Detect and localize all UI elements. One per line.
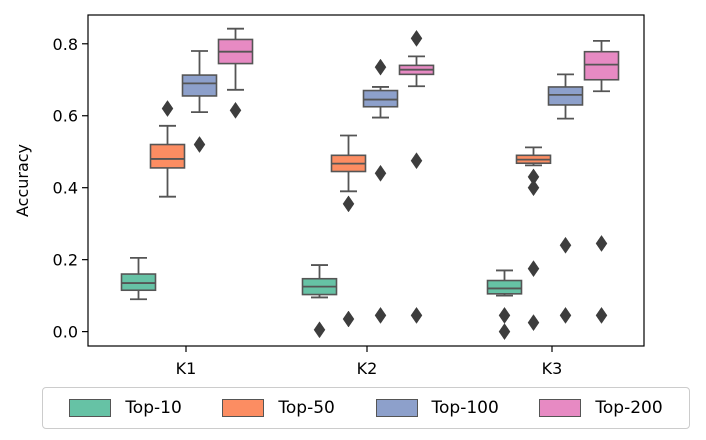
flier-top-10-k3-0 bbox=[498, 306, 511, 324]
legend-swatch bbox=[222, 399, 265, 417]
flier-top-200-k2-2 bbox=[410, 306, 423, 324]
legend-label: Top-200 bbox=[595, 398, 663, 418]
legend-swatch bbox=[539, 399, 582, 417]
legend-label: Top-50 bbox=[278, 398, 335, 418]
flier-top-50-k3-1 bbox=[527, 179, 540, 197]
box-top-10-k3 bbox=[486, 279, 523, 295]
y-tick-label: 0.6 bbox=[53, 107, 78, 126]
legend-item-top-100: Top-100 bbox=[375, 398, 499, 418]
flier-top-10-k2-0 bbox=[313, 321, 326, 339]
flier-top-50-k2-1 bbox=[342, 310, 355, 328]
flier-top-100-k3-1 bbox=[559, 306, 572, 324]
y-tick-label: 0.0 bbox=[53, 323, 78, 342]
flier-top-50-k2-0 bbox=[342, 195, 355, 213]
flier-top-100-k2-1 bbox=[374, 164, 387, 182]
flier-top-100-k2-0 bbox=[374, 58, 387, 76]
x-tick-label: K2 bbox=[357, 359, 378, 378]
flier-top-200-k3-1 bbox=[595, 306, 608, 324]
legend-label: Top-100 bbox=[431, 398, 499, 418]
flier-top-100-k1-0 bbox=[193, 136, 206, 153]
flier-top-50-k1-0 bbox=[161, 100, 174, 117]
flier-top-50-k3-3 bbox=[527, 314, 540, 332]
box-top-100-k1 bbox=[181, 74, 218, 97]
legend-label: Top-10 bbox=[125, 398, 182, 418]
legend-swatch bbox=[375, 399, 418, 417]
flier-top-100-k3-0 bbox=[559, 236, 572, 254]
plot-area: 0.0 0.2 0.4 0.6 0.8 K1 K2 K3 Accuracy bbox=[13, 14, 645, 378]
y-tick-label: 0.4 bbox=[53, 179, 78, 198]
y-axis-label: Accuracy bbox=[13, 144, 32, 217]
legend-item-top-50: Top-50 bbox=[222, 398, 335, 418]
box-top-200-k3 bbox=[583, 50, 620, 81]
flier-top-50-k3-2 bbox=[527, 260, 540, 278]
legend: Top-10 Top-50 Top-100 Top-200 bbox=[42, 387, 690, 429]
x-tick-label: K1 bbox=[176, 359, 197, 378]
flier-top-10-k3-1 bbox=[498, 323, 511, 341]
legend-swatch bbox=[69, 399, 112, 417]
flier-top-200-k2-1 bbox=[410, 152, 423, 170]
flier-top-200-k2-0 bbox=[410, 29, 423, 47]
flier-top-200-k3-0 bbox=[595, 235, 608, 252]
y-tick-label: 0.2 bbox=[53, 251, 78, 270]
plot-frame bbox=[87, 14, 645, 347]
box-top-100-k3 bbox=[547, 86, 584, 106]
legend-item-top-200: Top-200 bbox=[539, 398, 663, 418]
flier-top-100-k2-2 bbox=[374, 306, 387, 324]
legend-item-top-10: Top-10 bbox=[69, 398, 182, 418]
box-top-50-k1 bbox=[149, 143, 186, 169]
flier-top-200-k1-0 bbox=[229, 101, 242, 119]
x-tick-label: K3 bbox=[542, 359, 563, 378]
y-tick-label: 0.8 bbox=[53, 35, 78, 54]
